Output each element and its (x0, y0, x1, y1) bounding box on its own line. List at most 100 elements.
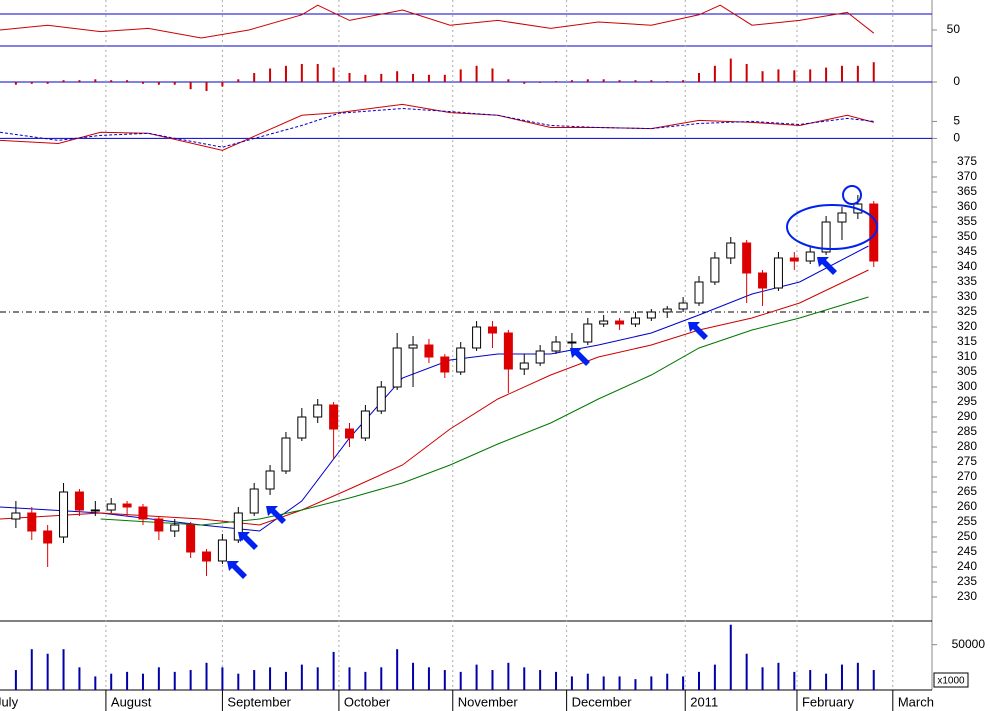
y-tick-label: 255 (957, 514, 977, 528)
x-tick-label: February (802, 694, 855, 709)
y-tick-label: 350 (957, 229, 977, 243)
highlight-ellipse (786, 204, 878, 250)
bar (380, 73, 383, 82)
candle-body (551, 341, 561, 352)
candle-body (281, 437, 291, 472)
bar (205, 82, 208, 91)
bar (221, 82, 224, 87)
candle-body (233, 512, 243, 541)
bar (507, 662, 510, 690)
candle-body (440, 356, 450, 373)
x-tick-label: March (898, 694, 934, 709)
bar (316, 667, 319, 690)
bar (872, 670, 875, 690)
bar (237, 79, 240, 82)
bar (650, 676, 653, 690)
bar (475, 65, 478, 82)
line-series (0, 107, 874, 148)
bar (491, 68, 494, 82)
candle-body (27, 512, 37, 532)
bar (825, 673, 828, 690)
candle-body (90, 509, 100, 512)
bar (761, 71, 764, 82)
arrow (266, 506, 286, 524)
bar (126, 671, 129, 690)
bar (618, 80, 621, 82)
candle-body (535, 350, 545, 364)
bar (507, 79, 510, 82)
bar (745, 64, 748, 82)
bar (840, 65, 843, 82)
y-tick-label: 240 (957, 559, 977, 573)
bar (570, 676, 573, 690)
bar (634, 679, 637, 690)
bar (761, 667, 764, 690)
bar (729, 624, 732, 690)
bar (284, 65, 287, 82)
bar (618, 676, 621, 690)
y-tick-label: 330 (957, 289, 977, 303)
candle-body (503, 332, 513, 370)
bar (300, 664, 303, 690)
bar (840, 664, 843, 690)
y-tick-label: 280 (957, 439, 977, 453)
bar (713, 65, 716, 82)
bar (793, 671, 796, 690)
bar (856, 65, 859, 82)
bar (126, 80, 129, 82)
bar (539, 82, 542, 83)
y-tick-label: 230 (957, 589, 977, 603)
candle-body (313, 404, 323, 418)
highlight-circle (842, 185, 862, 205)
x-tick-label: December (572, 694, 633, 709)
y-tick-label: 260 (957, 499, 977, 513)
bar (555, 671, 558, 690)
line-series (0, 4, 875, 39)
candle-body (487, 326, 497, 334)
bar (809, 670, 812, 690)
y-tick-label: 360 (957, 199, 977, 213)
y-tick-label: 300 (957, 379, 977, 393)
y-tick-label: 265 (957, 484, 977, 498)
bar (46, 653, 49, 690)
bar (396, 649, 399, 690)
bar (698, 73, 700, 82)
y-tick-label: 370 (957, 169, 977, 183)
bar (253, 670, 256, 690)
candle-body (106, 503, 116, 511)
bar (141, 673, 144, 690)
candle-body (424, 344, 434, 358)
bar (777, 662, 780, 690)
y-tick-label: 375 (957, 154, 977, 168)
bar (443, 670, 446, 690)
bar (78, 80, 81, 82)
candle-body (154, 518, 164, 532)
bar (348, 73, 351, 82)
bar (586, 673, 589, 690)
bar (14, 82, 17, 85)
annotations (227, 185, 878, 579)
bar (332, 67, 335, 82)
bar (491, 670, 494, 690)
y-tick-label: 345 (957, 244, 977, 258)
bar (475, 664, 478, 690)
candle-body (821, 221, 831, 253)
candle-body (678, 302, 688, 310)
candle-body (360, 410, 370, 439)
candle-body (519, 362, 529, 370)
bar (523, 82, 526, 84)
candle-body (805, 251, 815, 262)
arrow (817, 257, 837, 275)
bar (237, 673, 240, 690)
candle-body (869, 203, 879, 262)
candle-body (630, 317, 640, 325)
bar (443, 74, 446, 82)
unit-label: x1000 (937, 676, 965, 687)
bar (157, 82, 160, 85)
candle-body (43, 530, 53, 544)
candle-body (758, 272, 768, 289)
candle-body (186, 524, 196, 553)
candle-body (329, 404, 339, 430)
candle-body (583, 323, 593, 343)
